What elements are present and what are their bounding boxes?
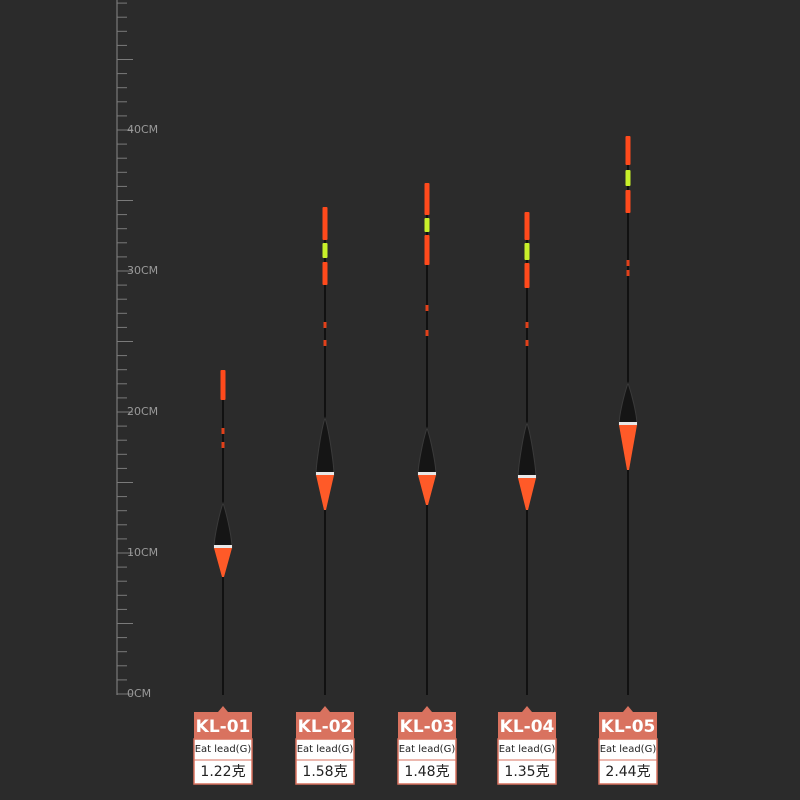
float-band (619, 422, 637, 425)
card-pointer (218, 706, 228, 712)
product-card: KL-04 Eat lead(G) 1.35克 (497, 706, 557, 785)
float-mark (425, 305, 429, 311)
float-tip-segment (424, 218, 430, 232)
float-tip-segment (524, 243, 530, 260)
lead-label: Eat lead(G) (297, 744, 354, 755)
ruler-ticks: 40CM 30CM 20CM 10CM 0CM (117, 2, 158, 700)
card-header (296, 712, 354, 739)
float-tip-segment (424, 183, 430, 215)
weight: 1.35克 (504, 764, 549, 780)
model-name: KL-05 (601, 717, 656, 737)
float-cone (518, 478, 536, 510)
float-mark (221, 442, 225, 448)
ruler-label: 20CM (127, 405, 158, 418)
float-cone (214, 548, 232, 577)
lead-label: Eat lead(G) (195, 744, 252, 755)
card-body (397, 738, 457, 785)
float-mark (221, 428, 225, 434)
product-card: KL-05 Eat lead(G) 2.44克 (598, 706, 658, 785)
float-cone (418, 475, 436, 505)
card-header (599, 712, 657, 739)
ruler-label: 0CM (127, 687, 151, 700)
float-mark (525, 340, 529, 346)
ruler-label: 10CM (127, 546, 158, 559)
float-tip-segment (322, 243, 328, 258)
card-pointer (623, 706, 633, 712)
float-mark (323, 340, 327, 346)
card-header (194, 712, 252, 739)
float-mark (626, 260, 630, 266)
card-body (598, 738, 658, 785)
card-pointer (522, 706, 532, 712)
card-pointer (422, 706, 432, 712)
float-tip-segment (322, 207, 328, 240)
card-header (398, 712, 456, 739)
float-band (214, 545, 232, 548)
model-name: KL-02 (298, 717, 353, 737)
product-cards: KL-01 Eat lead(G) 1.22克 KL-02 Eat lead(G) 1.5… (193, 706, 658, 785)
float-tip-segment (424, 235, 430, 265)
float-tip-segment (625, 190, 631, 213)
float-tip-segment (322, 262, 328, 285)
float-tip-segment (625, 170, 631, 186)
ruler-label: 40CM (127, 123, 158, 136)
float-tip-segment (220, 370, 226, 400)
card-header (498, 712, 556, 739)
weight: 1.58克 (302, 764, 347, 780)
lead-label: Eat lead(G) (499, 744, 556, 755)
float-tip-segment (524, 263, 530, 288)
product-card: KL-01 Eat lead(G) 1.22克 (193, 706, 253, 785)
card-body (193, 738, 253, 785)
ruler-label: 30CM (127, 264, 158, 277)
weight: 1.22克 (200, 764, 245, 780)
float-mark (525, 322, 529, 328)
lead-label: Eat lead(G) (399, 744, 456, 755)
float-band (418, 472, 436, 475)
float-cone (619, 425, 637, 470)
card-pointer (320, 706, 330, 712)
float-tip-segment (625, 136, 631, 165)
weight: 2.44克 (605, 764, 650, 780)
float-band (518, 475, 536, 478)
model-name: KL-04 (500, 717, 555, 737)
float-mark (626, 270, 630, 276)
card-body (497, 738, 557, 785)
model-name: KL-03 (400, 717, 455, 737)
lead-label: Eat lead(G) (600, 744, 657, 755)
card-body (295, 738, 355, 785)
float-cone (316, 475, 334, 510)
float-band (316, 472, 334, 475)
float-mark (323, 322, 327, 328)
float-tip-segment (524, 212, 530, 240)
weight: 1.48克 (404, 764, 449, 780)
model-name: KL-01 (196, 717, 251, 737)
product-card: KL-03 Eat lead(G) 1.48克 (397, 706, 457, 785)
float-mark (425, 330, 429, 336)
product-card: KL-02 Eat lead(G) 1.58克 (295, 706, 355, 785)
floats (213, 136, 638, 695)
